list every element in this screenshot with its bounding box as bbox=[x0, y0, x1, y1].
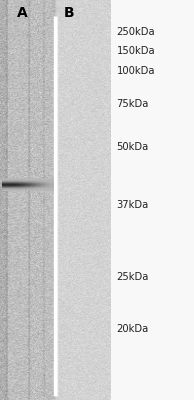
Text: 25kDa: 25kDa bbox=[116, 272, 149, 282]
Text: 250kDa: 250kDa bbox=[116, 27, 155, 37]
Text: B: B bbox=[64, 6, 74, 20]
Text: 150kDa: 150kDa bbox=[116, 46, 155, 56]
Text: 50kDa: 50kDa bbox=[116, 142, 149, 152]
Text: 37kDa: 37kDa bbox=[116, 200, 149, 210]
Bar bbox=[111, 0, 194, 400]
Text: A: A bbox=[17, 6, 28, 20]
Text: 20kDa: 20kDa bbox=[116, 324, 149, 334]
Text: 100kDa: 100kDa bbox=[116, 66, 155, 76]
Text: 75kDa: 75kDa bbox=[116, 99, 149, 109]
